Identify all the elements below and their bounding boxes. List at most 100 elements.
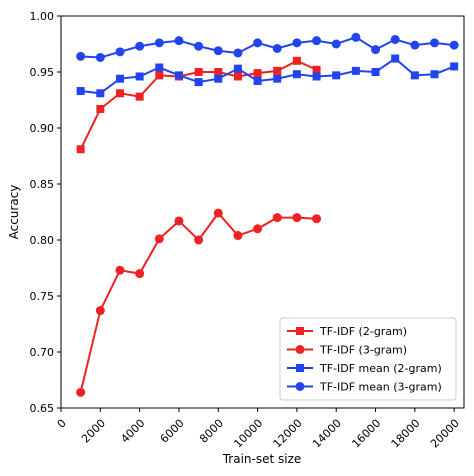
series-4-point [272,43,282,53]
series-3-point [410,71,419,80]
series-3-point [76,87,85,96]
x-tick-label: 12000 [271,417,305,451]
series-3-point [96,89,105,98]
series-3-point [371,68,380,76]
legend-label: TF-IDF mean (2-gram) [319,362,442,375]
legend-label: TF-IDF mean (3-gram) [319,381,442,394]
legend-swatch-point [296,364,304,372]
series-3-point [253,76,262,85]
series-3-point [450,62,459,71]
series-1-point [76,145,85,154]
series-1-point [253,69,262,78]
series-4 [76,32,459,62]
series-layer [76,32,459,397]
series-1-point [233,72,242,81]
series-3-point [312,72,321,81]
series-3-point [430,70,439,79]
series-4-point [76,51,86,61]
series-3-point [332,71,341,80]
series-1-point [312,65,321,74]
y-tick-label: 0.70 [30,346,55,359]
y-tick-label: 1.00 [30,10,55,23]
series-2-point [76,387,86,397]
x-tick-label: 2000 [79,417,108,446]
series-3-point [273,74,282,83]
series-2-point [233,231,243,241]
series-1-point [135,92,144,101]
series-3-point [115,74,124,83]
series-3-point [135,72,144,81]
series-2-point [253,224,263,234]
y-tick-label: 0.90 [30,122,55,135]
legend-item: TF-IDF mean (3-gram) [287,381,442,394]
series-4-point [154,38,164,48]
series-4-point [430,38,440,48]
series-3-point [155,63,164,72]
x-tick-label: 10000 [231,417,265,451]
series-2-point [194,235,204,245]
series-1 [76,56,321,154]
series-4-point [253,38,263,48]
x-axis: 0 2000 4000 6000 8000 10000 12000 14000 16000 180… [55,408,462,451]
series-2-point [154,234,164,244]
series-4-point [174,36,184,46]
series-1-point [155,71,164,80]
series-4-point [135,41,145,51]
legend-box [279,317,457,401]
series-4-point [449,40,459,50]
series-3-point [174,71,183,80]
x-axis-label: Train-set size [222,452,302,466]
series-1-point [214,68,223,76]
series-4-point [194,41,204,51]
series-1-point [292,56,301,65]
series-4-point [95,52,105,62]
series-2-point [272,213,282,223]
x-tick-label: 8000 [197,417,226,446]
series-4-point [115,47,125,57]
y-tick-label: 0.85 [30,178,55,191]
x-tick-label: 16000 [349,417,383,451]
series-4-point [351,32,361,42]
series-2-point [115,265,125,275]
legend-item: TF-IDF mean (2-gram) [287,362,442,375]
legend-swatch-point [295,382,305,391]
y-axis-label: Accuracy [7,185,21,240]
x-tick-label: 18000 [389,417,423,451]
series-3-point [214,74,223,83]
legend-item: TF-IDF (2-gram) [287,325,407,338]
series-1-point [115,89,124,98]
y-tick-label: 0.75 [30,290,55,303]
y-axis: 0.65 0.70 0.75 0.80 0.85 0.90 0.95 1.00 [30,10,61,415]
series-4-point [312,36,322,46]
series-3-point [391,54,400,63]
legend-label: TF-IDF (2-gram) [319,325,407,338]
series-2-point [292,213,302,223]
series-4-point [213,46,223,56]
series-4-point [331,39,341,49]
legend: TF-IDF (2-gram) TF-IDF (3-gram) TF-IDF mea… [279,317,457,401]
series-4-point [410,40,420,50]
series-2-point [174,216,184,226]
series-1-point [273,66,282,75]
x-tick-label: 6000 [158,417,187,446]
series-2 [76,208,322,397]
series-2-point [312,214,322,224]
series-2-point [213,208,223,218]
x-tick-label: 20000 [428,417,462,451]
series-2-point [135,269,145,279]
series-3 [76,54,459,98]
series-4-point [390,35,400,45]
series-4-point [292,38,302,48]
series-1-point [96,104,105,113]
plot-frame [60,15,465,409]
series-1-point [194,68,203,76]
legend-label: TF-IDF (3-gram) [319,344,407,357]
legend-swatch-point [295,345,305,354]
legend-item: TF-IDF (3-gram) [287,344,407,357]
series-3-point [351,66,360,75]
x-tick-label: 0 [55,417,69,431]
x-tick-label: 4000 [118,417,147,446]
x-tick-label: 14000 [310,417,344,451]
series-3-point [194,78,203,87]
